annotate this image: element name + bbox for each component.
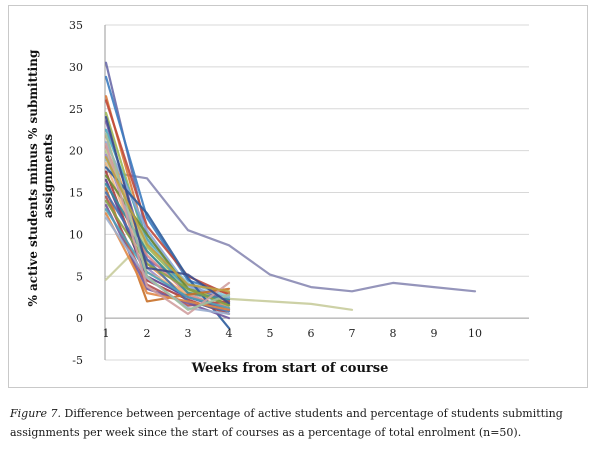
x-axis-label: Weeks from start of course	[191, 361, 389, 376]
x-tick-label: 7	[349, 327, 356, 340]
series-line	[104, 212, 231, 311]
series-line	[104, 111, 231, 301]
y-tick-label: 20	[69, 145, 83, 158]
y-axis-label: % active students minus % submitting ass…	[26, 45, 55, 306]
y-tick-label: 30	[69, 61, 83, 74]
x-tick-label: 1	[103, 327, 110, 340]
y-tick-label: 25	[69, 103, 83, 116]
x-tick-label: 8	[390, 327, 397, 340]
x-tick-label: 9	[431, 327, 438, 340]
x-tick-label: 4	[226, 327, 233, 340]
y-tick-label: 0	[76, 312, 83, 325]
y-axis-label-line-1: % active students minus % submitting	[26, 49, 40, 307]
line-chart: -5 0 5 10 15 20 25 30 35 1 2 3 4 5 6 7 8 9 10 Weeks from …	[26, 19, 529, 376]
x-tick-label: 6	[308, 327, 315, 340]
x-tick-labels: 1 2 3 4 5 6 7 8 9 10	[103, 327, 483, 340]
series-line	[104, 142, 231, 315]
x-tick-label: 2	[144, 327, 151, 340]
y-tick-label: 35	[69, 19, 83, 32]
series-group	[104, 61, 477, 330]
series-line	[104, 132, 231, 311]
series-line	[104, 156, 231, 293]
y-tick-label: 10	[69, 228, 83, 241]
figure-caption: Figure 7. Difference between percentage …	[10, 404, 588, 442]
x-tick-label: 10	[468, 327, 482, 340]
y-axis-label-line-2: assignments	[41, 134, 55, 219]
y-tick-label: -5	[72, 354, 83, 367]
y-tick-label: 5	[76, 270, 83, 283]
gridlines	[105, 24, 529, 361]
y-tick-labels: -5 0 5 10 15 20 25 30 35	[69, 19, 83, 367]
x-tick-label: 3	[185, 327, 192, 340]
chart-frame: -5 0 5 10 15 20 25 30 35 1 2 3 4 5 6 7 8 9 10 Weeks from …	[8, 5, 588, 388]
y-tick-label: 15	[69, 187, 83, 200]
figure-label: Figure 7.	[10, 407, 62, 420]
caption-text: Difference between percentage of active …	[10, 407, 563, 439]
series-line	[104, 170, 477, 293]
series-line	[104, 99, 231, 296]
x-tick-label: 5	[267, 327, 274, 340]
